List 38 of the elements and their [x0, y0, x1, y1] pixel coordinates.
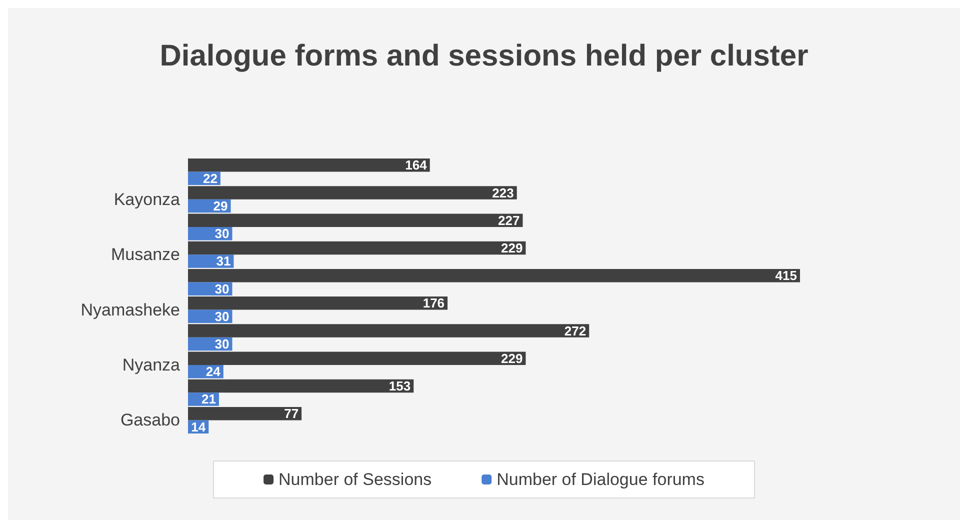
- bar: [188, 352, 526, 365]
- bar: [188, 379, 414, 393]
- data-label: 31: [216, 254, 231, 269]
- data-label: 272: [564, 323, 586, 338]
- legend-label: Number of Dialogue forums: [496, 470, 704, 489]
- data-label: 30: [214, 226, 230, 242]
- bar: [188, 186, 517, 200]
- data-label: 29: [213, 198, 228, 214]
- y-tick-label: Gasabo: [120, 410, 180, 430]
- data-label: 164: [405, 158, 428, 173]
- chart-title: Dialogue forms and sessions held per cluster: [160, 40, 809, 72]
- bar: [188, 241, 526, 255]
- data-label: 30: [214, 336, 230, 352]
- bar: [188, 268, 800, 282]
- data-label: 229: [501, 350, 523, 366]
- legend-label: Number of Sessions: [278, 470, 432, 489]
- y-tick-label: Kayonza: [114, 190, 181, 209]
- bar: [188, 214, 523, 227]
- y-tick-label: Nyanza: [122, 356, 181, 374]
- bar: [188, 406, 302, 420]
- y-tick-label: Musanze: [111, 245, 180, 264]
- y-tick-label: Nyamasheke: [80, 300, 180, 320]
- data-label: 153: [388, 378, 411, 394]
- data-label: 77: [284, 406, 299, 422]
- data-label: 30: [214, 308, 230, 324]
- bar: [188, 324, 590, 338]
- bar: [188, 158, 430, 172]
- data-label: 176: [422, 296, 445, 311]
- data-label: 14: [191, 419, 206, 434]
- data-label: 21: [202, 392, 216, 407]
- bar: [188, 296, 448, 310]
- data-label: 415: [775, 268, 797, 284]
- data-label: 229: [501, 240, 523, 256]
- data-label: 227: [498, 212, 520, 228]
- data-label: 30: [214, 281, 230, 296]
- data-label: 24: [206, 364, 222, 380]
- data-label: 223: [492, 185, 514, 200]
- data-label: 22: [202, 170, 218, 186]
